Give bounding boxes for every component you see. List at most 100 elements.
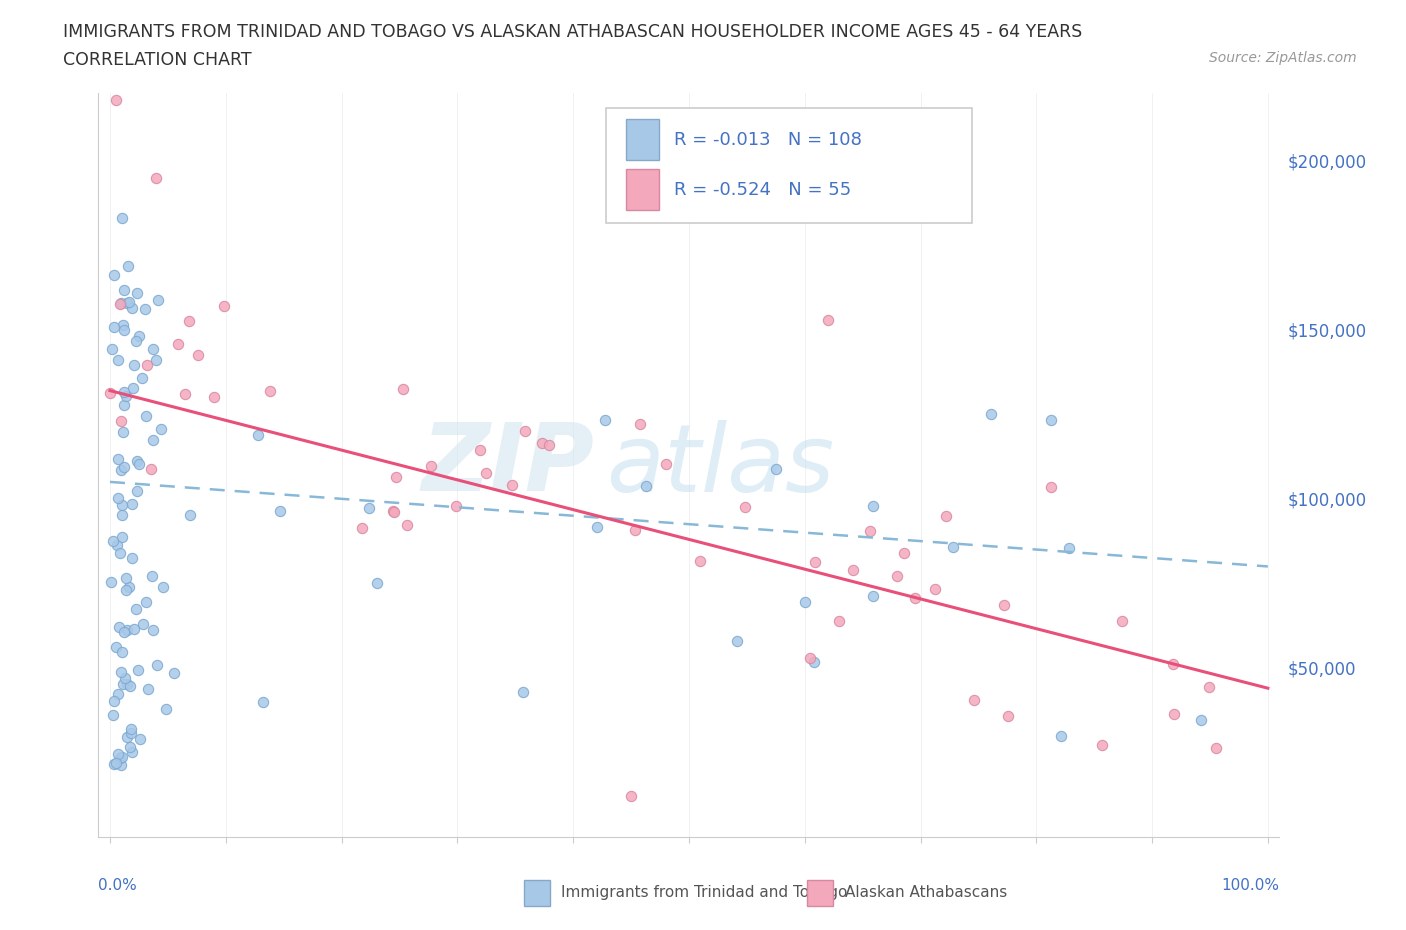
Point (187, 348, 209, 363)
Point (104, 640, 127, 655)
Point (828, 613, 851, 628)
Point (444, 498, 467, 513)
Point (468, 443, 491, 458)
Point (155, 701, 177, 716)
Point (111, 644, 134, 659)
Point (993, 598, 1015, 613)
Text: CORRELATION CHART: CORRELATION CHART (63, 51, 252, 69)
Point (935, 508, 957, 523)
Point (501, 478, 523, 493)
Point (128, 457, 150, 472)
Point (765, 461, 787, 476)
Point (103, 708, 125, 723)
Point (252, 695, 274, 710)
Point (110, 211, 132, 226)
Point (114, 388, 136, 403)
Point (817, 312, 839, 327)
Point (120, 722, 142, 737)
Point (177, 313, 200, 328)
Point (1057, 540, 1080, 555)
Point (122, 380, 145, 395)
Bar (626, 169, 659, 210)
Point (1161, 657, 1184, 671)
Point (112, 317, 135, 332)
Point (1091, 737, 1114, 752)
Point (125, 602, 148, 617)
Point (135, 594, 157, 609)
Point (110, 758, 132, 773)
Point (136, 681, 159, 696)
Point (725, 633, 748, 648)
Point (131, 371, 153, 386)
Point (118, 679, 141, 694)
Point (107, 747, 129, 762)
Text: Source: ZipAtlas.com: Source: ZipAtlas.com (1209, 51, 1357, 65)
Point (103, 319, 125, 334)
Text: R = -0.524   N = 55: R = -0.524 N = 55 (673, 180, 851, 199)
Point (108, 619, 131, 634)
Point (247, 428, 270, 443)
Point (111, 750, 134, 764)
Text: ZIP: ZIP (422, 419, 595, 511)
Point (942, 539, 965, 554)
Point (636, 479, 658, 494)
Point (395, 518, 418, 533)
Point (202, 390, 225, 405)
Point (166, 337, 188, 352)
Point (111, 508, 134, 523)
Point (124, 358, 146, 373)
Point (134, 301, 156, 316)
Point (179, 507, 201, 522)
Bar (807, 880, 832, 906)
Point (382, 505, 405, 520)
Point (145, 352, 167, 367)
Point (112, 323, 135, 338)
Point (997, 709, 1019, 724)
Point (112, 384, 135, 399)
Point (139, 461, 162, 476)
Point (136, 357, 159, 372)
Point (114, 582, 136, 597)
Point (174, 387, 197, 402)
Point (366, 576, 388, 591)
Point (112, 460, 135, 475)
Point (110, 751, 132, 765)
Point (538, 437, 561, 452)
Point (963, 692, 986, 707)
Text: R = -0.013   N = 108: R = -0.013 N = 108 (673, 131, 862, 149)
Point (121, 744, 143, 759)
Point (111, 498, 134, 512)
Point (1198, 679, 1220, 694)
Point (689, 553, 711, 568)
FancyBboxPatch shape (606, 108, 973, 223)
Point (107, 352, 129, 367)
Point (214, 299, 236, 313)
Point (101, 342, 124, 357)
Point (654, 457, 676, 472)
Point (475, 466, 498, 481)
Point (842, 563, 865, 578)
Point (121, 726, 143, 741)
Point (121, 300, 143, 315)
Point (103, 694, 125, 709)
Point (859, 524, 882, 538)
Point (1050, 728, 1073, 743)
Point (799, 650, 821, 665)
Point (886, 569, 908, 584)
Point (125, 334, 148, 349)
Point (862, 589, 884, 604)
Point (803, 655, 825, 670)
Point (392, 381, 415, 396)
Point (1111, 613, 1133, 628)
Point (793, 594, 815, 609)
Text: atlas: atlas (606, 419, 835, 511)
Point (734, 500, 756, 515)
Point (513, 424, 536, 439)
Point (419, 458, 441, 473)
Point (132, 617, 155, 631)
Point (112, 397, 135, 412)
Point (114, 671, 136, 685)
Point (107, 491, 129, 506)
Point (111, 677, 134, 692)
Point (620, 789, 643, 804)
